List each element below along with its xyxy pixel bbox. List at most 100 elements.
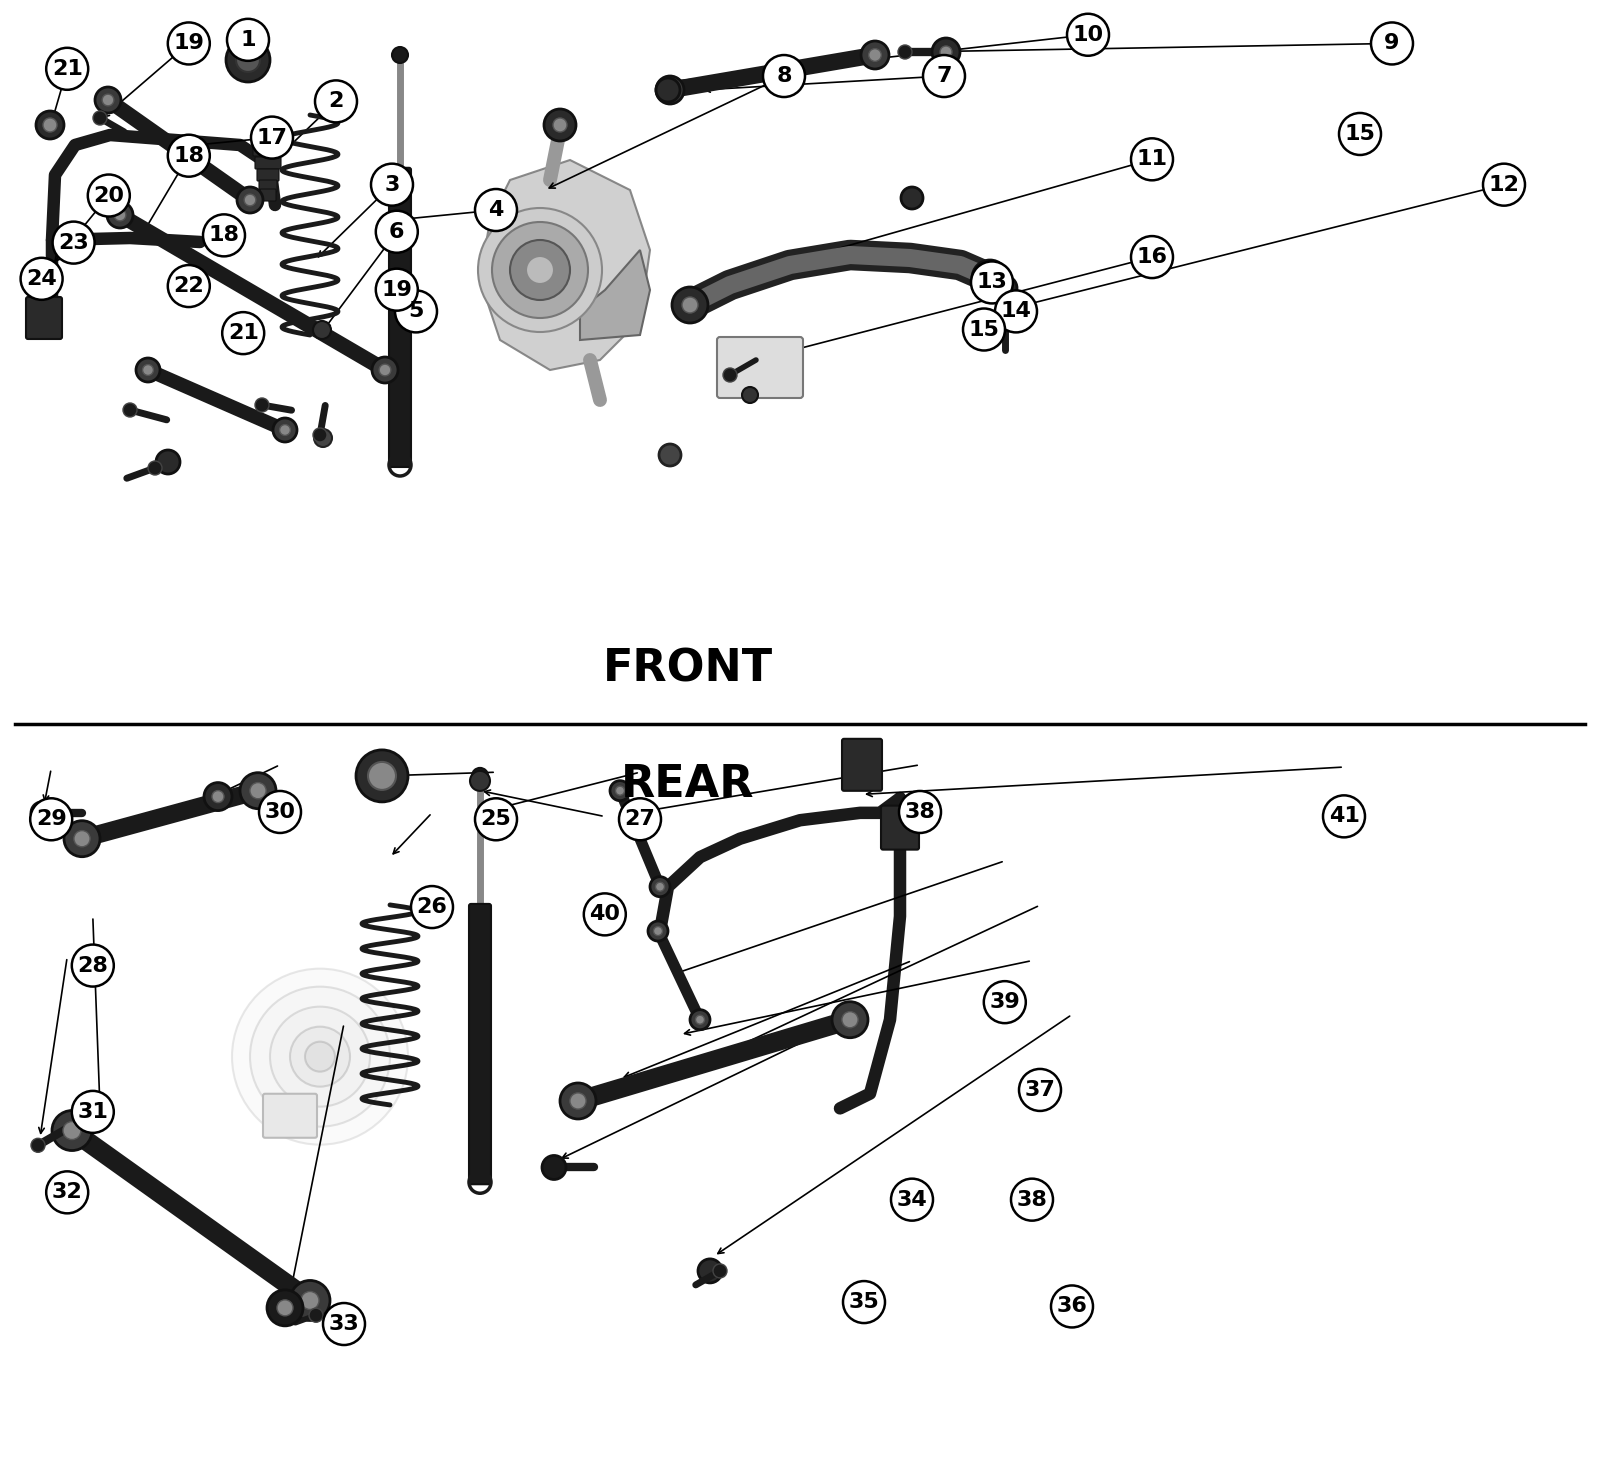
Text: 11: 11 (1136, 149, 1168, 170)
Circle shape (43, 119, 58, 132)
Text: 22: 22 (173, 277, 205, 296)
Circle shape (315, 80, 357, 123)
Circle shape (901, 187, 923, 209)
Circle shape (973, 260, 1008, 296)
Text: 25: 25 (480, 809, 512, 830)
Text: 37: 37 (1024, 1080, 1056, 1100)
Text: 13: 13 (976, 272, 1008, 293)
Circle shape (891, 1179, 933, 1220)
Text: 32: 32 (51, 1182, 83, 1203)
Text: 31: 31 (77, 1102, 109, 1122)
Circle shape (251, 117, 293, 158)
Circle shape (222, 312, 264, 354)
Circle shape (102, 94, 114, 105)
Circle shape (240, 772, 277, 809)
Text: REAR: REAR (621, 762, 755, 806)
Circle shape (250, 783, 266, 799)
Circle shape (371, 357, 398, 383)
Text: 3: 3 (384, 174, 400, 195)
Circle shape (237, 48, 259, 72)
FancyBboxPatch shape (258, 170, 278, 181)
Circle shape (554, 119, 566, 132)
Circle shape (869, 48, 882, 61)
Circle shape (698, 1258, 722, 1283)
Circle shape (277, 1299, 293, 1315)
Circle shape (30, 799, 72, 840)
Circle shape (1051, 1286, 1093, 1327)
Circle shape (1011, 1179, 1053, 1220)
Circle shape (211, 790, 224, 803)
Circle shape (237, 187, 262, 214)
Circle shape (93, 111, 107, 124)
Circle shape (314, 320, 331, 339)
Text: 20: 20 (93, 186, 125, 205)
Text: 8: 8 (776, 66, 792, 86)
FancyBboxPatch shape (259, 180, 277, 192)
Circle shape (64, 821, 99, 857)
Circle shape (51, 1110, 93, 1150)
Circle shape (314, 429, 326, 442)
Circle shape (650, 876, 670, 897)
Text: 41: 41 (1328, 806, 1360, 827)
Circle shape (205, 783, 232, 811)
Circle shape (931, 38, 960, 66)
Circle shape (470, 771, 490, 791)
Text: 14: 14 (1000, 301, 1032, 322)
Text: 21: 21 (51, 59, 83, 79)
FancyBboxPatch shape (259, 189, 277, 200)
Circle shape (899, 791, 941, 832)
Circle shape (653, 926, 662, 935)
Circle shape (696, 1015, 704, 1024)
Circle shape (656, 78, 680, 102)
Circle shape (30, 1138, 45, 1153)
Circle shape (1483, 164, 1525, 206)
Circle shape (656, 882, 664, 891)
Circle shape (72, 1091, 114, 1132)
Text: 15: 15 (968, 319, 1000, 339)
FancyBboxPatch shape (882, 806, 918, 850)
FancyBboxPatch shape (717, 336, 803, 398)
Circle shape (21, 257, 62, 300)
Circle shape (226, 38, 270, 82)
Circle shape (46, 48, 88, 89)
Text: 5: 5 (408, 301, 424, 322)
Circle shape (74, 831, 90, 847)
Circle shape (306, 1042, 334, 1072)
Circle shape (232, 969, 408, 1144)
Text: 38: 38 (1016, 1189, 1048, 1210)
Circle shape (254, 398, 269, 413)
Circle shape (843, 1282, 885, 1323)
Circle shape (542, 1156, 566, 1179)
Circle shape (1131, 236, 1173, 278)
Circle shape (984, 982, 1026, 1023)
Circle shape (371, 164, 413, 206)
Circle shape (510, 240, 570, 300)
Text: FRONT: FRONT (603, 648, 773, 691)
FancyBboxPatch shape (389, 168, 411, 467)
Text: 4: 4 (488, 200, 504, 219)
Circle shape (861, 41, 890, 69)
Circle shape (280, 424, 291, 436)
FancyBboxPatch shape (26, 297, 62, 339)
Circle shape (157, 451, 179, 474)
Text: 7: 7 (936, 66, 952, 86)
Text: 6: 6 (389, 222, 405, 241)
Text: 9: 9 (1384, 34, 1400, 54)
Circle shape (107, 202, 133, 228)
Text: 40: 40 (589, 904, 621, 925)
Circle shape (314, 429, 333, 448)
FancyBboxPatch shape (262, 1094, 317, 1138)
Circle shape (94, 86, 122, 113)
Circle shape (368, 762, 397, 790)
Circle shape (1019, 1069, 1061, 1110)
Circle shape (114, 209, 126, 221)
Circle shape (1131, 139, 1173, 180)
Text: 16: 16 (1136, 247, 1168, 268)
Circle shape (259, 791, 301, 832)
Circle shape (478, 208, 602, 332)
Text: 15: 15 (1344, 124, 1376, 143)
Circle shape (472, 768, 488, 784)
Circle shape (832, 1002, 867, 1037)
Circle shape (168, 135, 210, 177)
Circle shape (982, 271, 998, 285)
